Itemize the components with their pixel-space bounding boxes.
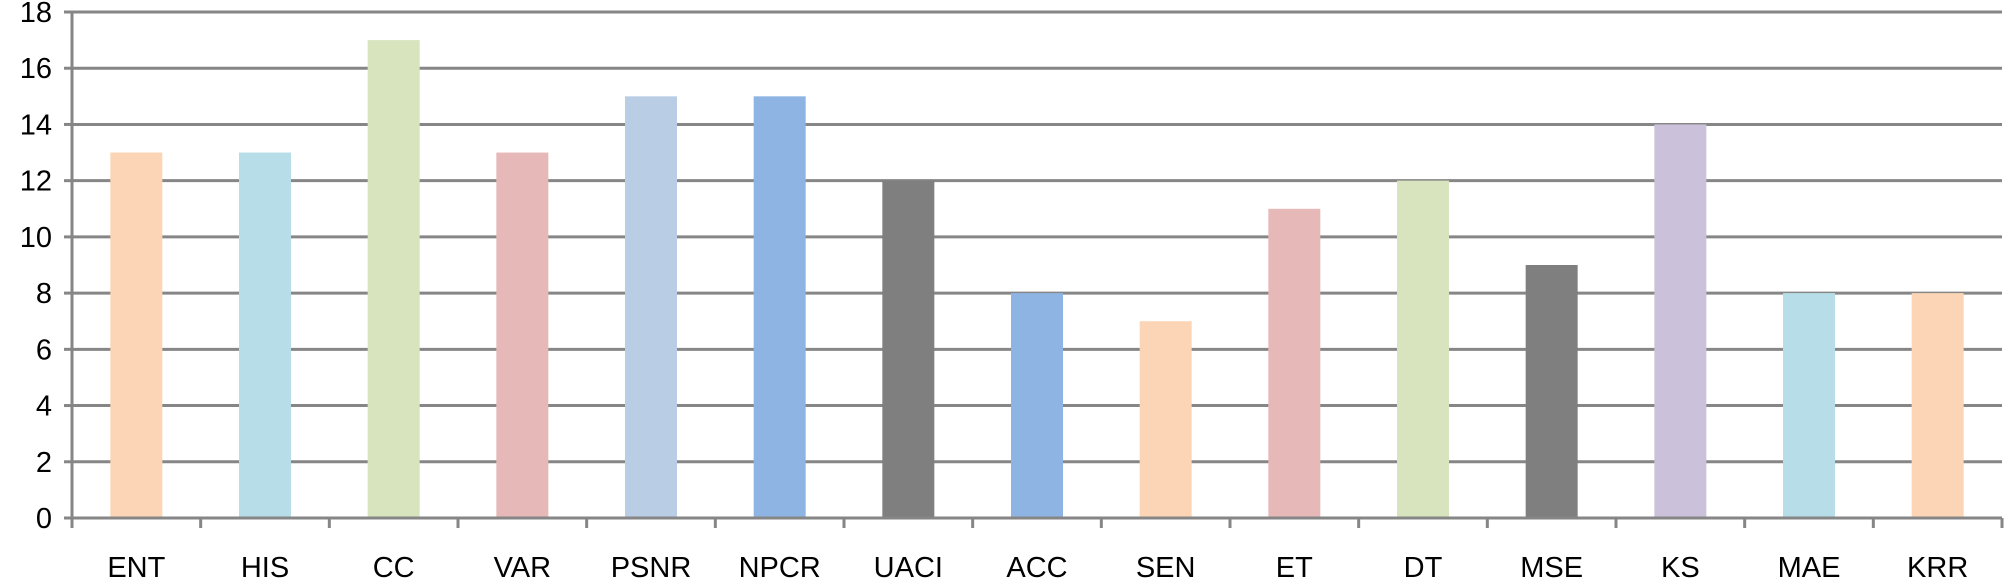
x-tick-label: KRR: [1907, 552, 1968, 579]
bar-mae: [1783, 293, 1835, 518]
x-tick-label: DT: [1404, 552, 1443, 579]
x-tick-label: PSNR: [611, 552, 692, 579]
y-tick-label: 10: [20, 222, 52, 254]
x-tick-label: ACC: [1006, 552, 1067, 579]
x-tick-label: CC: [373, 552, 415, 579]
y-tick-label: 6: [36, 334, 52, 366]
x-tick-label: MSE: [1520, 552, 1583, 579]
bars: [110, 40, 1964, 519]
y-tick-label: 14: [20, 109, 52, 141]
bar-sen: [1139, 321, 1192, 518]
bar-var: [496, 152, 549, 519]
y-tick-label: 0: [36, 503, 52, 535]
x-tick-label: ENT: [107, 552, 165, 579]
bar-npcr: [753, 96, 806, 518]
x-tick-label: ET: [1276, 552, 1313, 579]
y-tick-label: 12: [20, 166, 52, 198]
y-tick-label: 8: [36, 278, 52, 310]
bar-psnr: [625, 96, 677, 518]
y-tick-label: 2: [36, 447, 52, 479]
x-tick-label: KS: [1661, 552, 1700, 579]
bar-cc: [367, 40, 420, 518]
axes: [64, 10, 2004, 528]
bar-his: [239, 152, 291, 519]
x-tick-label: SEN: [1136, 552, 1196, 579]
tick-labels: 0 2 4 6 8 10 12 14 16 18 ENT HIS CC VAR PSNR NPCR UACI AC…: [20, 0, 1969, 579]
bar-ent: [110, 152, 163, 519]
y-tick-label: 4: [36, 391, 52, 423]
x-tick-label: HIS: [241, 552, 289, 579]
bar-ks: [1654, 124, 1707, 518]
x-tick-label: UACI: [874, 552, 943, 579]
bar-et: [1268, 208, 1321, 518]
y-tick-label: 16: [20, 53, 52, 85]
x-tick-label: MAE: [1778, 552, 1841, 579]
bar-krr: [1911, 293, 1964, 518]
y-tick-label: 18: [20, 0, 52, 29]
bar-mse: [1525, 265, 1578, 518]
x-tick-label: NPCR: [739, 552, 821, 579]
bar-acc: [1011, 293, 1063, 518]
bar-uaci: [882, 180, 935, 518]
x-tick-label: VAR: [494, 552, 551, 579]
bar-dt: [1397, 180, 1449, 518]
